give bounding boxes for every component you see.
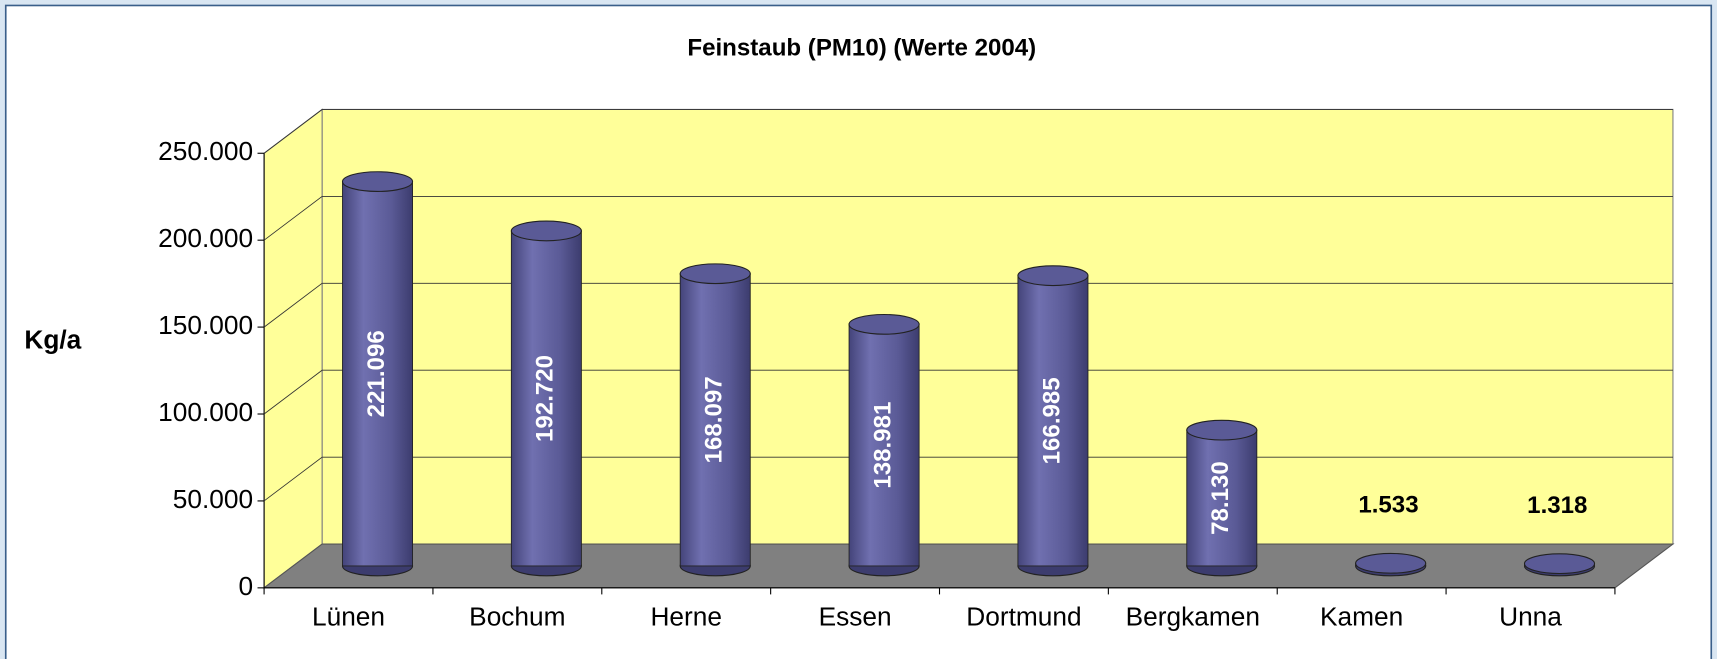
grid-line <box>263 109 1673 154</box>
x-tick-label: Bochum <box>469 601 565 631</box>
grid-line <box>263 195 1673 241</box>
y-tick-label: 250.000 <box>158 136 253 166</box>
value-label: 78.130 <box>1207 461 1234 535</box>
y-tick-label: 0 <box>239 571 254 601</box>
value-label: 138.981 <box>869 402 896 489</box>
x-tick-label: Kamen <box>1320 601 1403 631</box>
bar <box>679 273 751 567</box>
y-tick-label: 150.000 <box>158 310 253 340</box>
value-label: 166.985 <box>1038 377 1065 464</box>
x-tick-label: Essen <box>819 601 892 631</box>
bar-top <box>1017 265 1089 287</box>
y-tick-label: 200.000 <box>158 223 253 253</box>
grid-line <box>263 369 1673 415</box>
x-tick-label: Bergkamen <box>1126 601 1260 631</box>
grid-line <box>263 282 1673 328</box>
bar-top <box>1186 419 1258 441</box>
bar-top <box>1355 552 1427 574</box>
bar <box>510 230 582 567</box>
bar <box>1017 275 1089 567</box>
bar-top <box>679 263 751 285</box>
floor <box>262 543 1675 589</box>
value-label: 192.720 <box>532 355 559 442</box>
x-tick-label: Dortmund <box>966 601 1081 631</box>
bar <box>342 181 413 567</box>
x-tick-label: Lünen <box>312 601 385 631</box>
x-tick-label: Herne <box>650 601 722 631</box>
side-wall <box>263 108 323 589</box>
bar-top <box>848 313 920 335</box>
value-label: 1.318 <box>1527 492 1587 519</box>
y-axis-label: Kg/a <box>24 324 81 354</box>
bar <box>848 323 920 567</box>
bar-top <box>1523 553 1596 575</box>
value-label: 168.097 <box>701 376 728 463</box>
x-tick-label: Unna <box>1499 601 1562 631</box>
bar-top <box>341 171 414 193</box>
y-tick-label: 50.000 <box>173 484 253 514</box>
bar <box>1186 429 1258 567</box>
bar-top <box>510 220 582 242</box>
y-tick-label: 100.000 <box>158 397 253 427</box>
chart-title: Feinstaub (PM10) (Werte 2004) <box>687 35 1036 62</box>
value-label: 221.096 <box>363 330 390 417</box>
value-label: 1.533 <box>1358 492 1418 519</box>
